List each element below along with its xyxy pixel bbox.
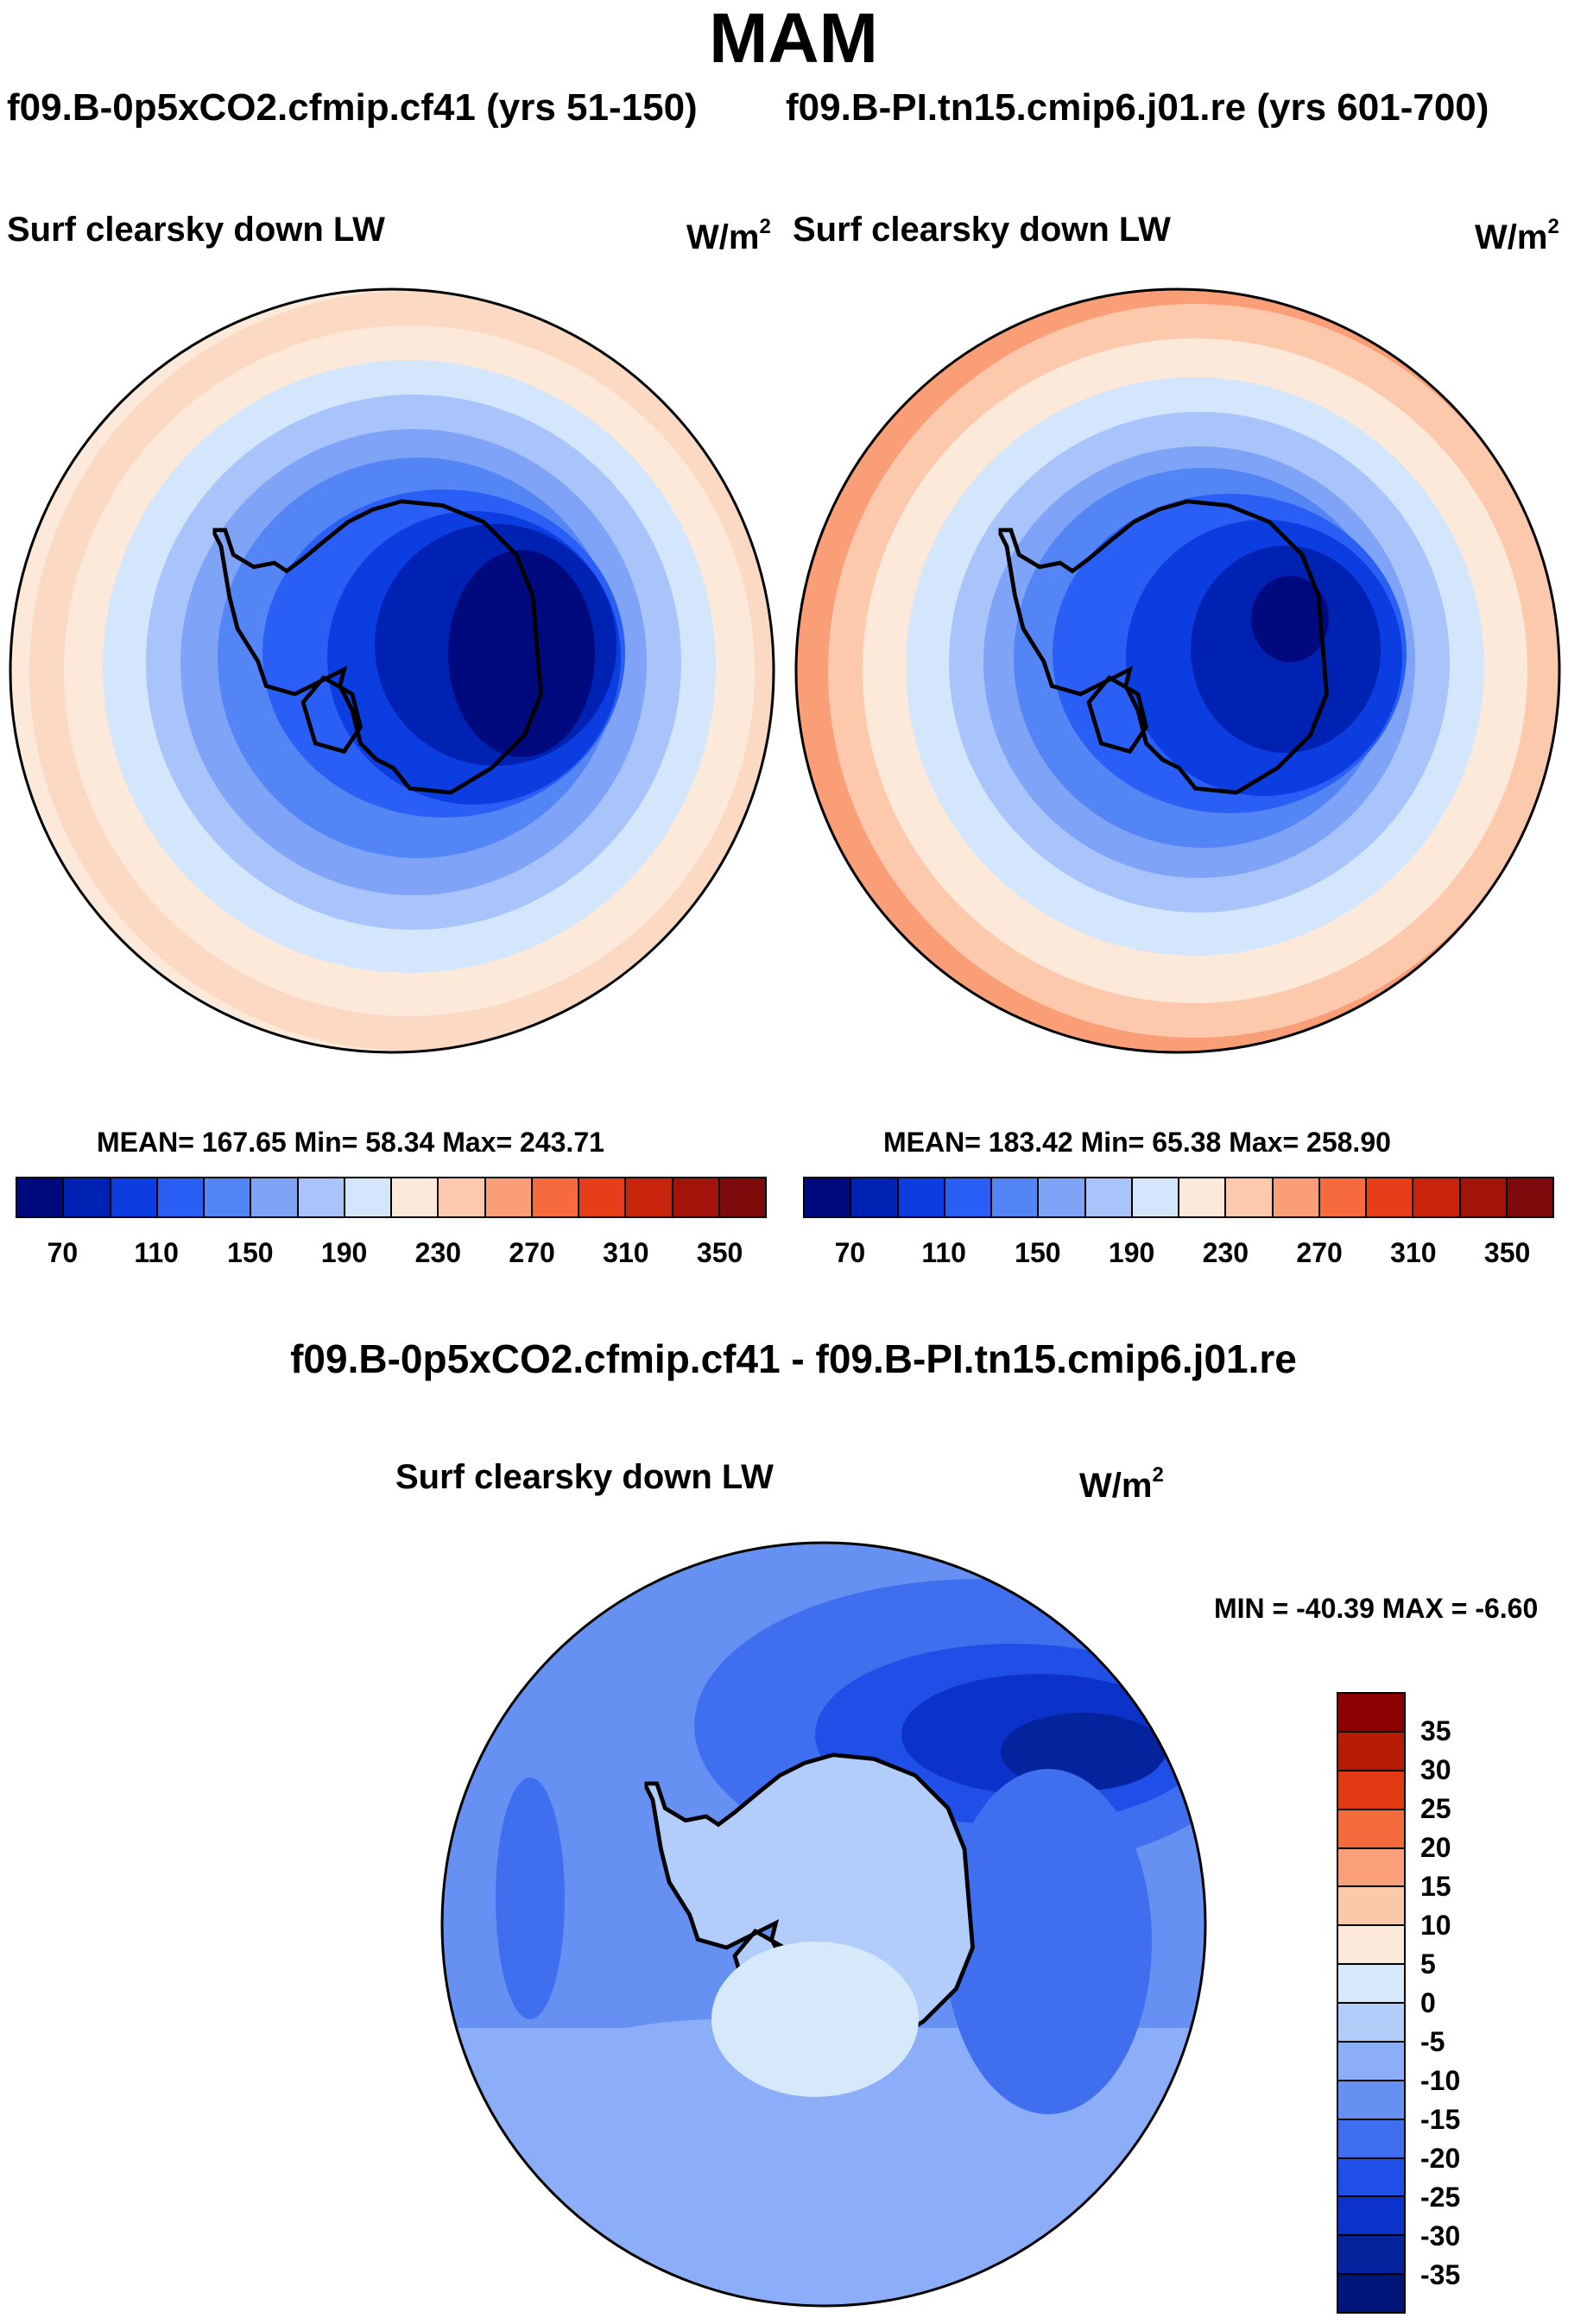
colorbar-swatch [439,1178,486,1216]
colorbar-tick-label: 190 [320,1237,368,1268]
colorbar-tick-label: 150 [1015,1237,1061,1268]
colorbar-tick-label: 190 [1108,1237,1155,1268]
colorbar-tick-label: -5 [1420,2026,1445,2057]
colorbar-swatch [1338,2158,1404,2198]
colorbar-swatch [1338,1732,1404,1771]
colorbar-swatch [1338,2197,1404,2237]
colorbar-tick-label: 230 [1202,1237,1249,1268]
colorbar-swatch [1338,2119,1404,2159]
colorbar-swatch [485,1178,533,1216]
colorbar-swatch [532,1178,579,1216]
colorbar-swatch [1507,1178,1552,1216]
right-units-label: W/m2 [1475,215,1559,257]
colorbar-tick-label: 270 [509,1237,555,1268]
diff-field-label: Surf clearsky down LW [395,1458,774,1496]
colorbar-tick-label: 10 [1420,1910,1451,1941]
colorbar-swatch [1338,2236,1404,2276]
right-polar-map [794,287,1561,1054]
colorbar-swatch [17,1178,65,1216]
colorbar-tick-label: 70 [47,1237,79,1268]
colorbar-swatch [626,1178,673,1216]
right-field-label: Surf clearsky down LW [793,211,1171,249]
colorbar-swatch [898,1178,945,1216]
colorbar-swatch [1319,1178,1367,1216]
colorbar-swatch [64,1178,111,1216]
colorbar-swatch [392,1178,439,1216]
left-stats-label: MEAN= 167.65 Min= 58.34 Max= 243.71 [97,1127,604,1158]
colorbar-swatch [1338,1848,1404,1888]
colorbar-swatch [719,1178,765,1216]
colorbar-swatch [1338,2081,1404,2120]
colorbar-tick-label: -30 [1420,2220,1461,2251]
colorbar-tick-label: -10 [1420,2065,1461,2096]
colorbar-swatch [1273,1178,1320,1216]
colorbar-tick-label: -15 [1420,2104,1461,2135]
left-colorbar [16,1177,767,1218]
colorbar-swatch [1226,1178,1274,1216]
colorbar-swatch [345,1178,392,1216]
colorbar-swatch [1132,1178,1179,1216]
colorbar-swatch [1367,1178,1414,1216]
diff-minmax-label: MIN = -40.39 MAX = -6.60 [1214,1593,1539,1624]
colorbar-tick-label: 70 [834,1237,866,1268]
colorbar-tick-label: 310 [1390,1237,1437,1268]
colorbar-tick-label: 20 [1420,1832,1451,1863]
colorbar-swatch [1413,1178,1461,1216]
diff-colorbar [1337,1692,1406,2314]
colorbar-swatch [1338,2042,1404,2081]
colorbar-swatch [1179,1178,1227,1216]
diff-units-label: W/m2 [1079,1463,1164,1506]
colorbar-swatch [579,1178,627,1216]
colorbar-swatch [1338,2275,1404,2312]
colorbar-swatch [1338,1965,1404,2004]
right-stats-label: MEAN= 183.42 Min= 65.38 Max= 258.90 [883,1127,1391,1158]
left-run-label: f09.B-0p5xCO2.cfmip.cf41 (yrs 51-150) [7,86,698,129]
colorbar-tick-label: 350 [696,1237,743,1268]
colorbar-tick-label: 30 [1420,1754,1451,1785]
colorbar-tick-label: 350 [1483,1237,1531,1268]
colorbar-swatch [1338,2004,1404,2043]
colorbar-swatch [298,1178,345,1216]
colorbar-swatch [1039,1178,1086,1216]
colorbar-tick-label: 150 [227,1237,274,1268]
colorbar-tick-label: 15 [1420,1871,1451,1902]
left-units-label: W/m2 [686,215,771,257]
colorbar-tick-label: 5 [1420,1948,1436,1980]
colorbar-tick-label: 110 [134,1237,179,1268]
colorbar-tick-label: 270 [1296,1237,1343,1268]
colorbar-swatch [205,1178,252,1216]
colorbar-tick-label: 310 [603,1237,649,1268]
colorbar-tick-label: 25 [1420,1793,1451,1824]
right-run-label: f09.B-PI.tn15.cmip6.j01.re (yrs 601-700) [786,86,1489,129]
colorbar-swatch [1338,1771,1404,1810]
colorbar-tick-label: -25 [1420,2182,1461,2213]
colorbar-swatch [851,1178,899,1216]
colorbar-swatch [111,1178,158,1216]
diff-title: f09.B-0p5xCO2.cfmip.cf41 - f09.B-PI.tn15… [290,1336,1297,1381]
colorbar-swatch [1460,1178,1508,1216]
colorbar-swatch [805,1178,852,1216]
colorbar-swatch [1338,1694,1404,1733]
colorbar-tick-label: 35 [1420,1715,1451,1746]
colorbar-swatch [1085,1178,1133,1216]
figure-title: MAM [709,0,878,78]
colorbar-swatch [945,1178,992,1216]
diff-polar-map [440,1541,1207,2308]
colorbar-tick-label: 0 [1420,1987,1436,2018]
left-polar-map [9,287,775,1054]
colorbar-swatch [1338,1926,1404,1966]
colorbar-tick-label: -20 [1420,2143,1461,2174]
colorbar-tick-label: 110 [921,1237,966,1268]
colorbar-swatch [1338,1809,1404,1849]
colorbar-tick-label: -35 [1420,2259,1461,2290]
colorbar-swatch [673,1178,720,1216]
colorbar-swatch [1338,1887,1404,1927]
right-colorbar [803,1177,1554,1218]
colorbar-swatch [992,1178,1040,1216]
left-field-label: Surf clearsky down LW [7,211,385,249]
colorbar-swatch [251,1178,299,1216]
colorbar-tick-label: 230 [414,1237,462,1268]
colorbar-swatch [157,1178,205,1216]
